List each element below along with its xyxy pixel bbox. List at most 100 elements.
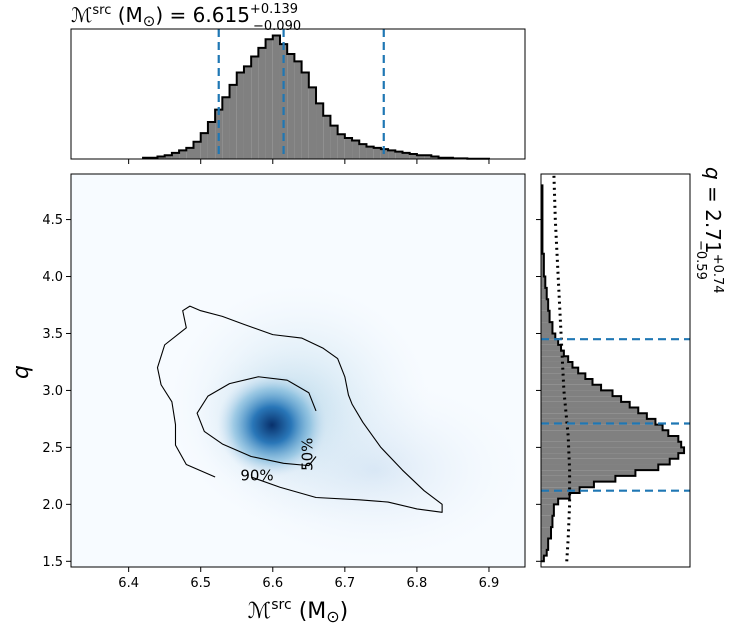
y-tick-label: 4.5	[42, 213, 63, 228]
chirp-mass-bar	[366, 146, 374, 159]
chirp-mass-bar	[431, 156, 439, 159]
chirp-mass-bar	[373, 147, 381, 159]
mass-ratio-bar	[541, 475, 616, 482]
mass-ratio-bar	[541, 504, 554, 516]
mass-ratio-bar	[541, 555, 544, 562]
right-title: q = 2.71+0.74−0.59	[693, 167, 725, 294]
contour-label: 50%	[298, 438, 316, 471]
mass-ratio-bar	[541, 498, 559, 505]
chirp-mass-bar	[352, 140, 360, 159]
mass-ratio-bar	[541, 350, 564, 357]
chirp-mass-bar	[186, 147, 194, 159]
mass-ratio-bar	[541, 299, 549, 311]
mass-ratio-step-outline	[541, 184, 686, 563]
x-tick-label: 6.7	[334, 576, 355, 591]
chirp-mass-bar	[388, 150, 396, 159]
contour-line-90pct	[156, 305, 443, 513]
mass-ratio-marginal-panel	[536, 173, 691, 568]
mass-ratio-bar	[541, 430, 669, 436]
x-tick-label: 6.9	[479, 576, 500, 591]
chirp-mass-bar	[294, 61, 302, 160]
chirp-mass-bar	[258, 47, 266, 159]
y-tick-label: 3.0	[42, 384, 63, 399]
mass-ratio-bar	[541, 390, 613, 397]
top-panel-ticks	[128, 159, 490, 164]
mass-ratio-prior-curve	[552, 173, 572, 562]
chirp-mass-bar	[337, 134, 345, 159]
credible-contours: 50% 90%	[156, 305, 443, 513]
x-axis-title: ℳsrc (M⊙)	[248, 597, 349, 626]
mass-ratio-bar	[541, 453, 679, 459]
mass-ratio-bar	[541, 339, 559, 345]
chirp-mass-quantile-lines	[217, 29, 385, 159]
chirp-mass-bar	[229, 84, 237, 159]
density-core-layer	[217, 373, 327, 477]
mass-ratio-bar	[541, 401, 630, 408]
chirp-mass-step-outline	[142, 34, 490, 160]
chirp-mass-bar	[323, 115, 331, 159]
top-title: ℳsrc (M⊙) = 6.615+0.139 −0.090	[71, 2, 301, 34]
mass-ratio-bar	[541, 287, 547, 300]
x-axis-ticks: 6.4 6.5 6.6 6.7 6.8 6.9	[118, 567, 499, 591]
chirp-mass-histogram	[142, 34, 490, 160]
mass-ratio-bar	[541, 492, 570, 499]
chirp-mass-bar	[164, 155, 172, 159]
y-tick-label: 2.0	[42, 498, 63, 513]
mass-ratio-bar	[541, 424, 663, 431]
mass-ratio-bar	[541, 538, 549, 550]
chirp-mass-bar	[236, 72, 244, 159]
mass-ratio-bar	[541, 396, 622, 402]
chirp-mass-bar	[265, 39, 273, 159]
chirp-mass-bar	[395, 151, 403, 159]
contour-line-50pct	[196, 376, 317, 467]
mass-ratio-bar	[541, 253, 544, 277]
y-tick-label: 4.0	[42, 270, 63, 285]
mass-ratio-quantile-lines	[541, 338, 690, 492]
chirp-mass-bar	[330, 125, 338, 159]
chirp-mass-bar	[272, 35, 280, 159]
mass-ratio-histogram	[541, 184, 686, 563]
right-panel-frame	[540, 173, 691, 568]
y-tick-label: 1.5	[42, 555, 63, 570]
mass-ratio-bar	[541, 373, 586, 380]
chirp-mass-bar	[344, 138, 353, 159]
chirp-mass-bar	[207, 121, 216, 159]
chirp-mass-bar	[424, 155, 432, 159]
mass-ratio-bar	[541, 384, 602, 391]
mass-ratio-bar	[541, 441, 682, 448]
chirp-mass-bar	[287, 54, 295, 159]
mass-ratio-bar	[541, 527, 552, 539]
chirp-mass-bar	[409, 154, 417, 159]
mass-ratio-bar	[541, 515, 553, 528]
mass-ratio-bar	[541, 276, 546, 288]
mass-ratio-bar	[541, 413, 647, 419]
mass-ratio-bar	[541, 356, 569, 362]
chirp-mass-marginal-panel	[70, 28, 526, 164]
chirp-mass-bar	[222, 97, 230, 159]
y-axis-ticks: 1.5 2.0 2.5 3.0 3.5 4.0 4.5	[42, 213, 71, 570]
chirp-mass-bar	[316, 103, 324, 159]
chirp-mass-bar	[416, 155, 425, 159]
mass-ratio-bar	[541, 310, 550, 323]
y-axis-title: q	[9, 365, 34, 379]
chirp-mass-bar	[200, 133, 208, 159]
x-tick-label: 6.6	[262, 576, 283, 591]
mass-ratio-bar	[541, 464, 659, 471]
chirp-mass-bar	[359, 144, 367, 159]
mass-ratio-bar	[541, 379, 593, 385]
joint-density-panel: 50% 90% 6.4 6.5 6.6 6.7 6.8 6.9 1.5 2.0 2.5 3.0 3.…	[42, 173, 526, 591]
mass-ratio-bar	[541, 470, 636, 476]
main-panel-frame	[70, 173, 526, 568]
chirp-mass-bar	[171, 152, 180, 159]
mass-ratio-bar	[541, 447, 685, 454]
x-tick-label: 6.5	[190, 576, 211, 591]
x-tick-label: 6.4	[118, 576, 139, 591]
chirp-mass-bar	[193, 141, 201, 159]
x-tick-label: 6.8	[407, 576, 428, 591]
top-panel-frame	[70, 28, 526, 160]
y-tick-label: 2.5	[42, 441, 63, 456]
y-tick-label: 3.5	[42, 327, 63, 342]
chirp-mass-bar	[251, 56, 259, 160]
contour-label: 90%	[240, 466, 273, 484]
